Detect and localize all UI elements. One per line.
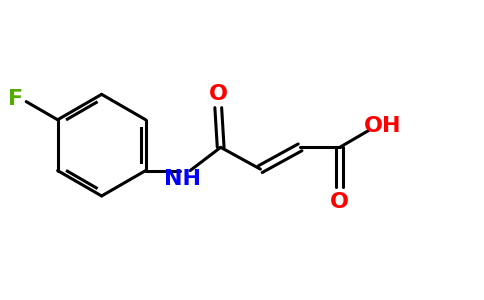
Text: OH: OH	[363, 116, 401, 136]
Text: O: O	[330, 191, 349, 212]
Text: F: F	[8, 89, 23, 109]
Text: NH: NH	[165, 169, 201, 189]
Text: O: O	[209, 84, 228, 104]
